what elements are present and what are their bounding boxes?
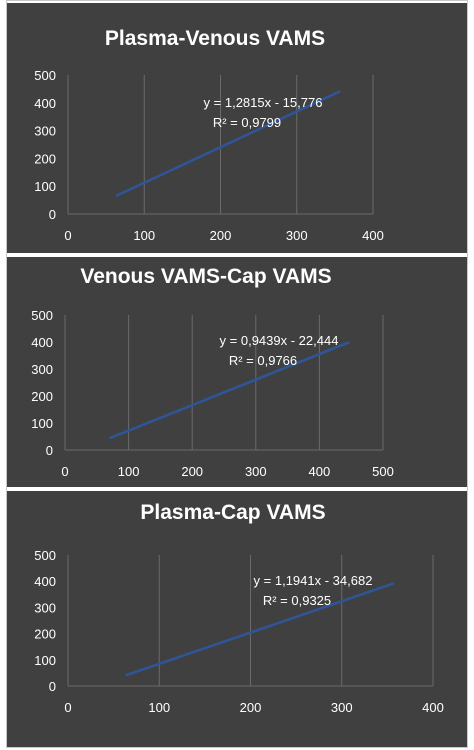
chart-panel-1: Plasma-Venous VAMS 0 100 200 300 400 0 100 200 3… [7,3,467,253]
trendline-r-squared: R² = 0,9766 [229,353,297,368]
trendline-equation: y = 1,2815x - 15,776 [204,95,323,110]
y-tick-label: 500 [31,308,53,323]
y-tick-label: 100 [34,179,56,194]
trendline-r-squared: R² = 0,9799 [213,115,281,130]
y-tick-label: 500 [34,548,56,563]
y-tick-label: 400 [31,335,53,350]
chart-title: Venous VAMS-Cap VAMS [80,265,331,288]
chart-panel-3: Plasma-Cap VAMS 0 100 200 300 400 0 100 200 300 4… [7,491,467,747]
trendline-equation: y = 0,9439x - 22,444 [220,333,339,348]
y-tick-label: 300 [34,600,56,615]
y-tick-label: 0 [49,207,56,222]
x-tick-label: 0 [64,700,71,715]
x-tick-label: 300 [286,228,308,243]
chart-panel-2: Venous VAMS-Cap VAMS 0 100 200 300 400 500 0 10… [7,257,467,487]
x-tick-label: 100 [148,700,170,715]
y-tick-label: 500 [34,68,56,83]
figure-frame: Plasma-Venous VAMS 0 100 200 300 400 0 100 200 3… [6,0,468,748]
chart-venous-cap: Venous VAMS-Cap VAMS 0 100 200 300 400 500 0 10… [31,265,394,479]
chart-plasma-venous: Plasma-Venous VAMS 0 100 200 300 400 0 100 200 3… [34,27,384,243]
y-tick-label: 400 [34,574,56,589]
y-tick-label: 100 [34,653,56,668]
y-tick-label: 200 [34,627,56,642]
x-tick-label: 200 [210,228,232,243]
x-tick-label: 200 [181,464,203,479]
chart-plasma-cap: Plasma-Cap VAMS 0 100 200 300 400 0 100 200 300 4… [34,501,444,715]
x-tick-label: 200 [240,700,262,715]
trendline-r-squared: R² = 0,9325 [263,593,331,608]
y-tick-label: 300 [34,124,56,139]
trendline [125,582,395,677]
y-tick-label: 300 [31,362,53,377]
y-tick-label: 200 [31,389,53,404]
y-tick-label: 400 [34,96,56,111]
x-tick-label: 500 [372,464,394,479]
y-tick-label: 0 [49,679,56,694]
y-tick-label: 200 [34,151,56,166]
chart-title: Plasma-Venous VAMS [105,27,325,50]
y-tick-label: 0 [46,443,53,458]
x-tick-label: 400 [309,464,331,479]
y-tick-label: 100 [31,416,53,431]
x-tick-label: 100 [118,464,140,479]
x-tick-label: 400 [362,228,384,243]
x-tick-label: 0 [61,464,68,479]
chart-title: Plasma-Cap VAMS [140,501,325,524]
x-tick-label: 0 [64,228,71,243]
x-tick-label: 400 [422,700,444,715]
trendline-equation: y = 1,1941x - 34,682 [254,573,373,588]
x-tick-label: 300 [331,700,353,715]
trendline [115,90,341,198]
x-tick-label: 100 [133,228,155,243]
x-tick-label: 300 [245,464,267,479]
trendline [109,340,350,440]
